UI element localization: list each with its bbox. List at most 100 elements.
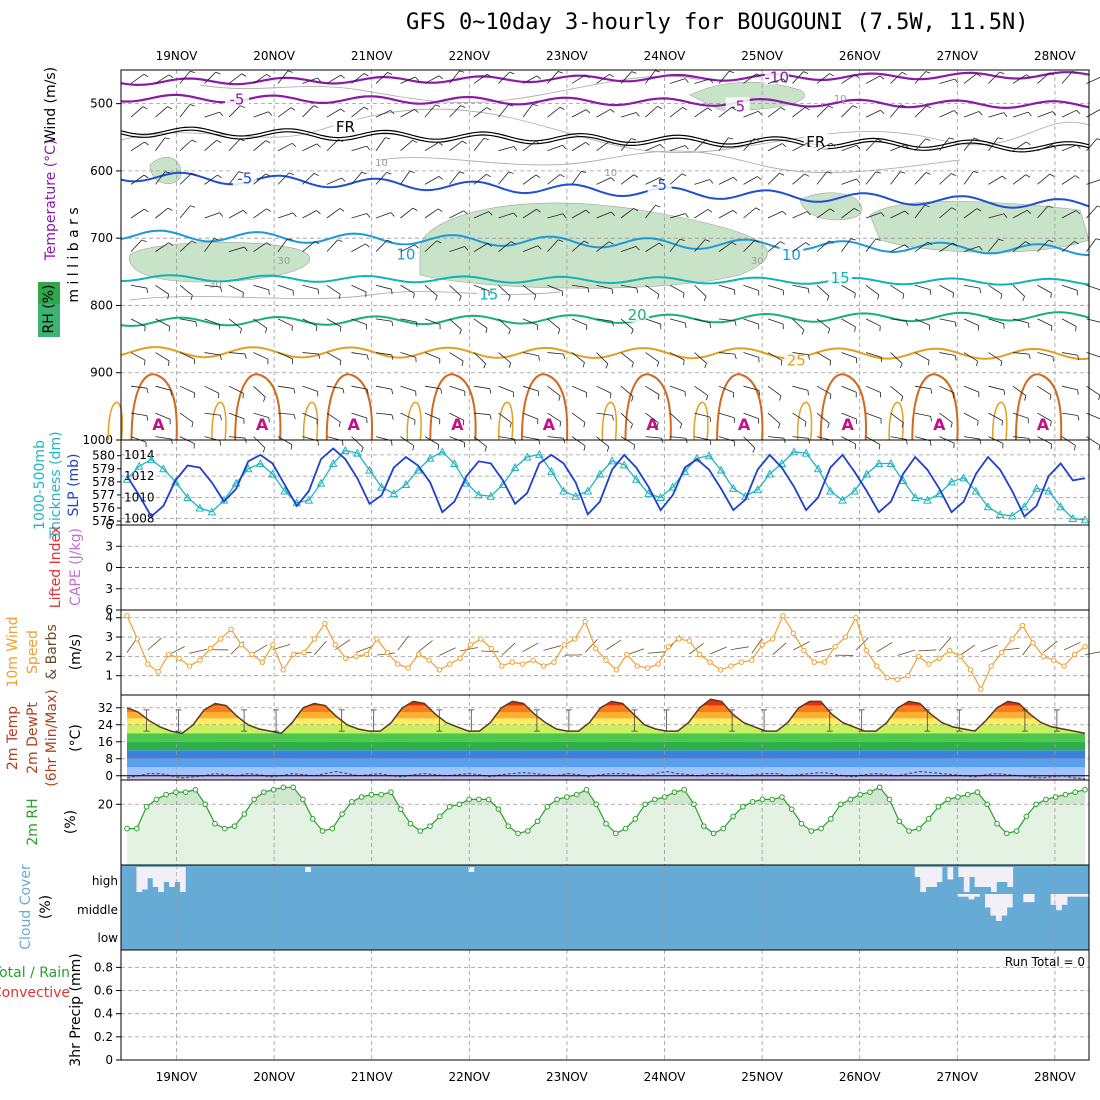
wind-barb — [596, 412, 613, 416]
rh2m-point — [583, 786, 590, 793]
wind-barb-flag — [952, 242, 958, 247]
wind-barb — [498, 104, 509, 118]
wind-barb-10m — [460, 647, 478, 652]
wind-barb — [130, 73, 145, 84]
wind-barb-flag — [827, 423, 830, 429]
wind-barb — [498, 412, 512, 423]
wind-barb-flag — [262, 447, 266, 453]
wind-barb — [449, 140, 463, 152]
wind-barb — [498, 318, 511, 330]
wind-barb — [179, 139, 193, 152]
wind-barb-10m — [251, 644, 268, 655]
wind-barb — [1037, 412, 1052, 422]
wind-barb — [449, 171, 460, 185]
wind-barb-flag — [363, 73, 369, 77]
wind-barb — [743, 352, 759, 358]
wind-barb — [645, 242, 660, 252]
wind-barb-flag — [287, 70, 293, 73]
wind-barb-flag — [679, 423, 683, 429]
contour-label-bg — [725, 97, 750, 114]
temp-band — [127, 699, 1085, 706]
wind-barb — [302, 284, 319, 290]
rh-contour-label: 30 — [277, 256, 290, 267]
date-label-top: 21NOV — [351, 49, 393, 63]
wind-barb — [988, 284, 1003, 295]
wind-barb — [351, 352, 368, 356]
wind-barb-flag — [880, 212, 885, 217]
wind-barb-flag — [437, 444, 440, 450]
wind-barb-flag — [900, 171, 906, 174]
contour-label: 20 — [628, 306, 647, 324]
temp-bands — [127, 699, 1085, 780]
wind-speed-point — [467, 642, 474, 648]
wind-barb-flag — [1097, 205, 1100, 208]
precip-tick-label: 0 — [105, 1053, 113, 1067]
wind-speed-point — [374, 636, 380, 642]
rh2m-point — [1043, 796, 1049, 803]
wind-barb-flag — [1050, 443, 1053, 450]
wind-barb-flag — [655, 70, 661, 73]
isotherm-20 — [120, 311, 1090, 327]
wind-speed-point — [561, 642, 568, 648]
wind-barb-flag — [558, 395, 561, 401]
wind-barb — [473, 318, 488, 329]
wind-barb-flag — [412, 445, 415, 451]
convective-label: Convective — [0, 985, 70, 1001]
wind-barb-flag — [905, 144, 910, 149]
wind-barb — [963, 385, 980, 393]
wind-barb-flag — [363, 106, 369, 110]
wind-barb — [522, 385, 539, 392]
wind-barb-flag — [826, 295, 830, 301]
thickness-label-1: 1000-500mb — [32, 440, 48, 530]
wind-barb — [718, 436, 735, 442]
wind-barb — [253, 242, 267, 252]
wind-barb-flag — [605, 363, 609, 369]
wind-barb — [179, 104, 191, 118]
wind-barb-flag — [661, 438, 664, 444]
wind-barb-flag — [1026, 74, 1031, 78]
wind-barb — [669, 412, 683, 425]
cloud-clear-cell — [1001, 867, 1008, 882]
thickness-point — [644, 489, 653, 498]
wind-barb — [400, 207, 414, 219]
wind-speed-point — [145, 661, 151, 667]
wind-barb — [1012, 284, 1025, 297]
wind-barb — [351, 243, 366, 252]
thickness-point — [886, 458, 896, 468]
wind-barb-flag — [631, 138, 637, 141]
wind-barb-flag — [168, 326, 171, 332]
wind-barb — [179, 172, 192, 185]
wind-barb-flag — [244, 246, 248, 252]
wind-speed-point — [342, 655, 349, 661]
wind-barb — [473, 284, 490, 292]
temp-band — [127, 775, 1085, 780]
wind-speed-point — [717, 667, 724, 673]
wind-barb-flag — [168, 74, 174, 79]
contour-label: 10 — [396, 245, 415, 263]
wind-barb — [988, 213, 1005, 219]
isotherm-30-lobe — [624, 373, 672, 441]
wind-barb — [841, 207, 855, 219]
date-label-bottom: 22NOV — [448, 1070, 490, 1084]
wind-barb-flag — [902, 293, 905, 300]
wind-barb — [620, 318, 634, 330]
wind-barb-flag — [611, 288, 614, 294]
wind-speed-point — [811, 659, 817, 665]
wind-barb — [302, 173, 315, 185]
wind-barb-flag — [459, 171, 465, 174]
wind-barb — [400, 352, 416, 358]
wind-barb-flag — [489, 414, 492, 420]
isotherm-30-lobe — [716, 373, 764, 441]
wind-speed-point — [134, 636, 141, 642]
wind-barb — [596, 73, 610, 84]
wind-barb-flag — [266, 208, 271, 212]
rh-shading — [799, 192, 862, 221]
wind-barb — [375, 137, 386, 151]
wind-barb-flag — [412, 207, 418, 211]
thickness-point — [401, 479, 411, 488]
contour-label: -10 — [764, 68, 789, 86]
wind-barb-flag — [1024, 395, 1027, 401]
wind-barb-flag — [1028, 322, 1030, 328]
wind-speed-point — [874, 663, 880, 669]
wind-barb-flag — [804, 421, 807, 427]
